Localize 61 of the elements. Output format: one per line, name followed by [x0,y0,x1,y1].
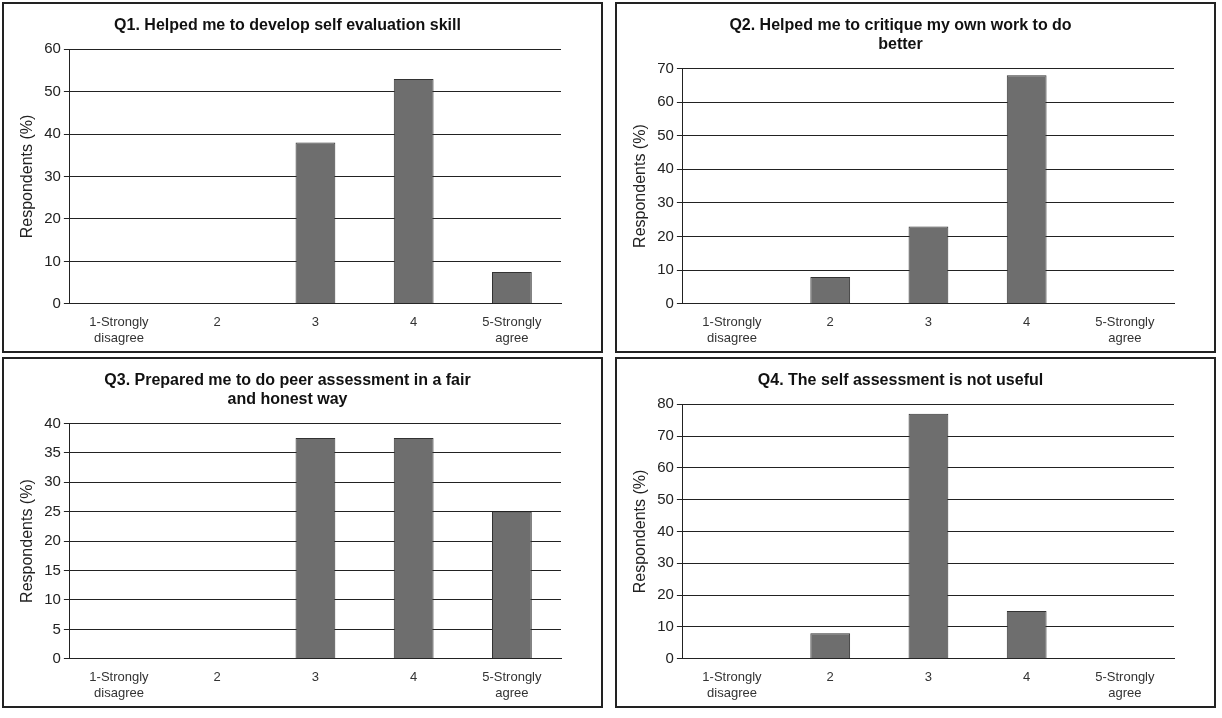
x-tick-label: 5-Strongly agree [1095,669,1156,700]
x-tick-label: 1-Strongly disagree [89,669,150,700]
y-tick-label: 20 [657,585,674,603]
x-tick-label: 1-Strongly disagree [89,314,150,345]
y-tick-label: 50 [657,125,674,143]
y-tick-label: 40 [44,413,61,431]
y-tick-label: 30 [657,193,674,211]
y-axis-title: Respondents (%) [631,469,649,594]
y-tick-label: 60 [44,39,61,57]
x-tick-label: 5-Strongly agree [1095,314,1156,345]
x-tick-label: 2 [213,669,221,685]
y-tick-label: 20 [657,226,674,244]
y-axis-title: Respondents (%) [18,479,36,603]
y-tick-label: 0 [52,648,61,666]
x-tick-label: 4 [410,669,418,685]
y-tick-label: 20 [44,531,61,549]
y-tick-label: 15 [44,560,61,578]
x-tick-label: 2 [826,669,834,685]
y-tick-label: 10 [657,260,674,278]
x-tick-label: 3 [311,669,320,685]
x-tick-label: 5-Strongly agree [482,669,543,700]
x-tick-label: 3 [924,314,933,330]
y-tick-label: 35 [44,442,61,460]
y-tick-label: 80 [657,394,674,412]
chart-title: Q3. Prepared me to do peer assessment in a fair and honest way [104,371,471,408]
chart-title: Q1. Helped me to develop self evaluation skill [114,16,461,34]
x-tick-label: 3 [311,314,320,330]
x-tick-label: 3 [924,669,933,685]
y-tick-label: 0 [665,293,674,311]
x-tick-label: 5-Strongly agree [482,314,543,345]
y-tick-label: 30 [44,472,61,490]
y-tick-label: 50 [657,489,674,507]
chart-title: Q4. The self assessment is not useful [757,371,1044,389]
y-tick-label: 10 [44,251,61,269]
y-tick-label: 40 [657,521,674,539]
x-tick-label: 1-Strongly disagree [702,669,763,700]
x-tick-label: 1-Strongly disagree [702,314,763,345]
y-tick-label: 10 [44,590,61,608]
y-tick-label: 25 [44,501,61,519]
y-tick-label: 0 [52,293,61,311]
y-tick-label: 0 [665,648,674,666]
y-tick-label: 50 [44,81,61,99]
x-tick-label: 2 [826,314,834,330]
y-axis-title: Respondents (%) [18,114,36,239]
y-tick-label: 60 [657,457,674,475]
y-tick-label: 40 [657,159,674,177]
y-tick-label: 60 [657,92,674,110]
y-tick-label: 70 [657,426,674,444]
y-tick-label: 70 [657,58,674,76]
chart-title: Q2. Helped me to critique my own work to do better [729,16,1072,53]
y-axis-title: Respondents (%) [631,124,649,248]
x-tick-label: 2 [213,314,221,330]
y-tick-label: 30 [657,553,674,571]
y-tick-label: 5 [52,619,61,637]
x-tick-label: 4 [1023,669,1031,685]
y-tick-label: 30 [44,166,61,184]
y-tick-label: 20 [44,209,61,227]
y-tick-label: 40 [44,124,61,142]
y-tick-label: 10 [657,617,674,635]
x-tick-label: 4 [410,314,418,330]
x-tick-label: 4 [1023,314,1031,330]
